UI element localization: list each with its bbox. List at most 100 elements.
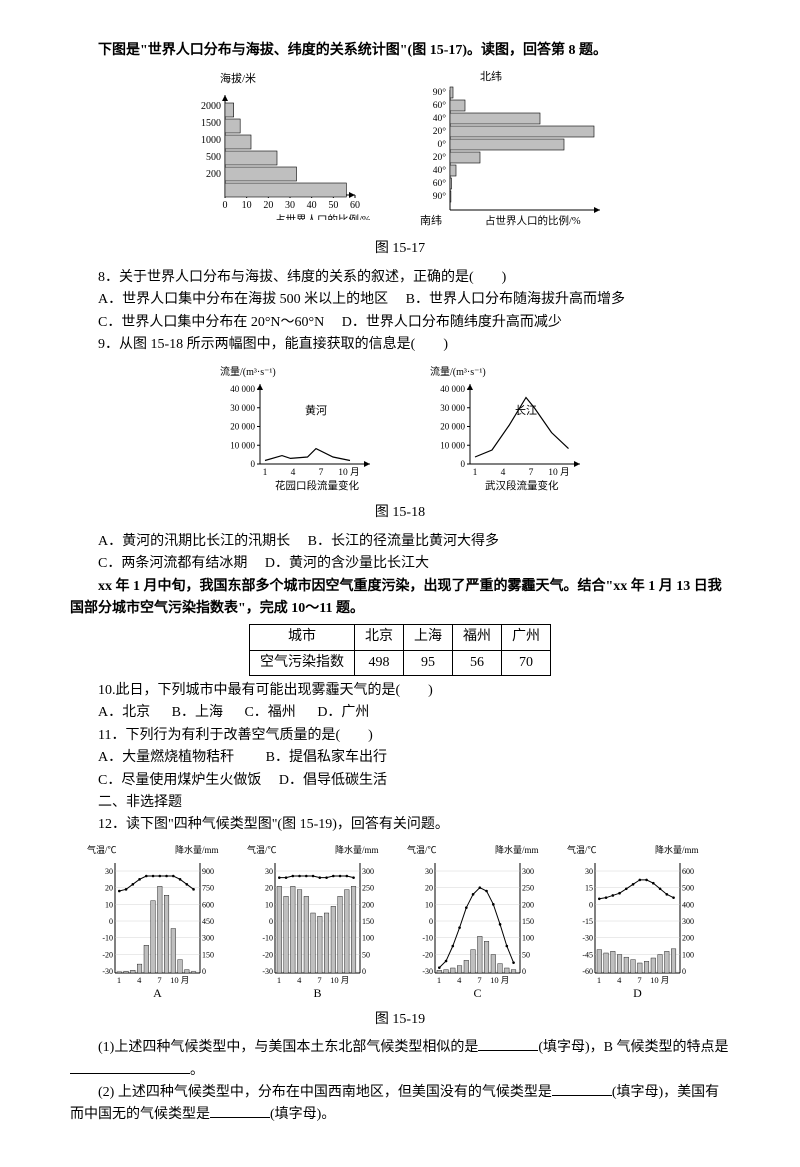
fig-15-19: 气温/℃降水量/mm3020100-10-20-3090075060045030… [70,843,730,1003]
svg-text:100: 100 [362,933,374,942]
svg-text:南纬: 南纬 [420,214,442,227]
q9-opt-b: B．长江的径流量比黄河大得多 [308,534,499,549]
svg-text:150: 150 [362,917,374,926]
svg-text:C: C [473,986,481,1000]
svg-text:40 000: 40 000 [440,384,465,394]
question-12: 12．读下图"四种气候类型图"(图 15-19)，回答有关问题。 [70,814,730,836]
svg-text:7: 7 [157,975,161,985]
climate-b: 气温/℃降水量/mm3020100-10-20-3030025020015010… [245,843,395,1003]
svg-text:-60: -60 [582,967,593,976]
svg-text:流量/(m³·s⁻¹): 流量/(m³·s⁻¹) [430,365,486,378]
q12-2c: (填字母)。 [270,1107,335,1122]
th-index: 空气污染指数 [250,650,355,675]
q10-opt-a: A．北京 [98,705,150,720]
svg-text:武汉段流量变化: 武汉段流量变化 [485,479,559,492]
svg-text:1: 1 [597,975,601,985]
svg-text:200: 200 [522,900,534,909]
svg-text:20: 20 [263,200,273,211]
td-v3: 56 [453,650,502,675]
svg-text:30: 30 [105,867,113,876]
svg-text:10 000: 10 000 [230,441,255,451]
svg-text:0: 0 [682,967,686,976]
svg-text:0°: 0° [437,139,446,150]
chart-altitude: 海拔/米2000150010005002000102030405060占世界人口… [170,70,370,230]
svg-text:-10: -10 [422,933,433,942]
svg-text:300: 300 [362,867,374,876]
svg-text:4: 4 [291,468,296,478]
svg-text:10 月: 10 月 [170,975,189,985]
svg-text:20: 20 [265,883,273,892]
svg-text:1000: 1000 [201,135,221,146]
td-v4: 70 [502,650,551,675]
intro-q10-11: xx 年 1 月中旬，我国东部多个城市因空气重度污染，出现了严重的雾霾天气。结合… [70,576,730,621]
svg-text:250: 250 [522,883,534,892]
svg-text:4: 4 [617,975,622,985]
svg-text:气温/℃: 气温/℃ [247,844,277,855]
q10-options: A．北京 B．上海 C．福州 D．广州 [98,702,730,724]
svg-text:占世界人口的比例/%: 占世界人口的比例/% [485,214,581,227]
th-city: 城市 [250,625,355,650]
svg-text:40: 40 [307,200,317,211]
q8-opt-d: D．世界人口分布随纬度升高而减少 [342,315,562,330]
svg-text:200: 200 [206,169,221,180]
q12-1b: (填字母)，B 气候类型的特点是 [538,1040,728,1055]
blank-2 [70,1060,190,1074]
svg-text:气温/℃: 气温/℃ [407,844,437,855]
svg-text:0: 0 [429,917,433,926]
chart-latitude: 北纬90°60°40°20°0°20°40°60°90°南纬占世界人口的比例/% [410,70,630,230]
svg-text:60: 60 [350,200,360,211]
svg-text:黄河: 黄河 [305,403,327,417]
svg-text:-20: -20 [102,950,113,959]
svg-text:30: 30 [425,867,433,876]
svg-text:7: 7 [317,975,321,985]
svg-text:-15: -15 [582,917,593,926]
svg-text:500: 500 [206,152,221,163]
svg-text:60°: 60° [433,100,447,111]
svg-text:-10: -10 [102,933,113,942]
svg-text:降水量/mm: 降水量/mm [495,844,539,855]
svg-text:10: 10 [425,900,433,909]
fig-label-1517: 图 15-17 [70,238,730,260]
q9-options-2: C．两条河流都有结冰期 D．黄河的含沙量比长江大 [70,553,730,575]
svg-text:600: 600 [202,900,214,909]
q8-options-2: C．世界人口集中分布在 20°N～60°N D．世界人口分布随纬度升高而减少 [70,312,730,334]
q8-opt-a: A．世界人口集中分布在海拔 500 米以上的地区 [98,292,388,307]
q11-options-2: C．尽量使用煤炉生火做饭 D．倡导低碳生活 [70,770,730,792]
td-shanghai: 上海 [404,625,453,650]
td-guangzhou: 广州 [502,625,551,650]
svg-text:10 月: 10 月 [338,467,359,478]
svg-text:降水量/mm: 降水量/mm [655,844,699,855]
td-fuzhou: 福州 [453,625,502,650]
svg-text:20°: 20° [433,152,447,163]
svg-text:60°: 60° [433,178,447,189]
svg-text:90°: 90° [433,191,447,202]
q9-opt-c: C．两条河流都有结冰期 [98,556,247,571]
svg-text:500: 500 [682,883,694,892]
svg-text:7: 7 [637,975,641,985]
climate-a: 气温/℃降水量/mm3020100-10-20-3090075060045030… [85,843,235,1003]
svg-text:-20: -20 [262,950,273,959]
svg-text:1: 1 [263,468,268,478]
svg-text:50: 50 [328,200,338,211]
svg-text:30: 30 [285,200,295,211]
svg-text:40°: 40° [433,165,447,176]
svg-text:海拔/米: 海拔/米 [220,71,256,85]
fig-15-17: 海拔/米2000150010005002000102030405060占世界人口… [70,70,730,230]
svg-text:4: 4 [501,468,506,478]
svg-text:4: 4 [457,975,462,985]
svg-text:40°: 40° [433,113,447,124]
svg-text:长江: 长江 [515,404,537,417]
fig-15-18: 流量/(m³·s⁻¹)40 00030 00020 00010 00001471… [70,364,730,494]
svg-text:0: 0 [109,917,113,926]
blank-3 [552,1082,612,1096]
svg-text:-10: -10 [262,933,273,942]
svg-text:40 000: 40 000 [230,384,255,394]
svg-text:20: 20 [105,883,113,892]
pollution-table: 城市 北京 上海 福州 广州 空气污染指数 498 95 56 70 [249,624,551,676]
svg-text:流量/(m³·s⁻¹): 流量/(m³·s⁻¹) [220,365,276,378]
svg-text:200: 200 [362,900,374,909]
svg-text:10 月: 10 月 [490,975,509,985]
q9-opt-d: D．黄河的含沙量比长江大 [265,556,429,571]
q10-opt-d: D．广州 [317,705,369,720]
svg-text:0: 0 [251,459,256,469]
